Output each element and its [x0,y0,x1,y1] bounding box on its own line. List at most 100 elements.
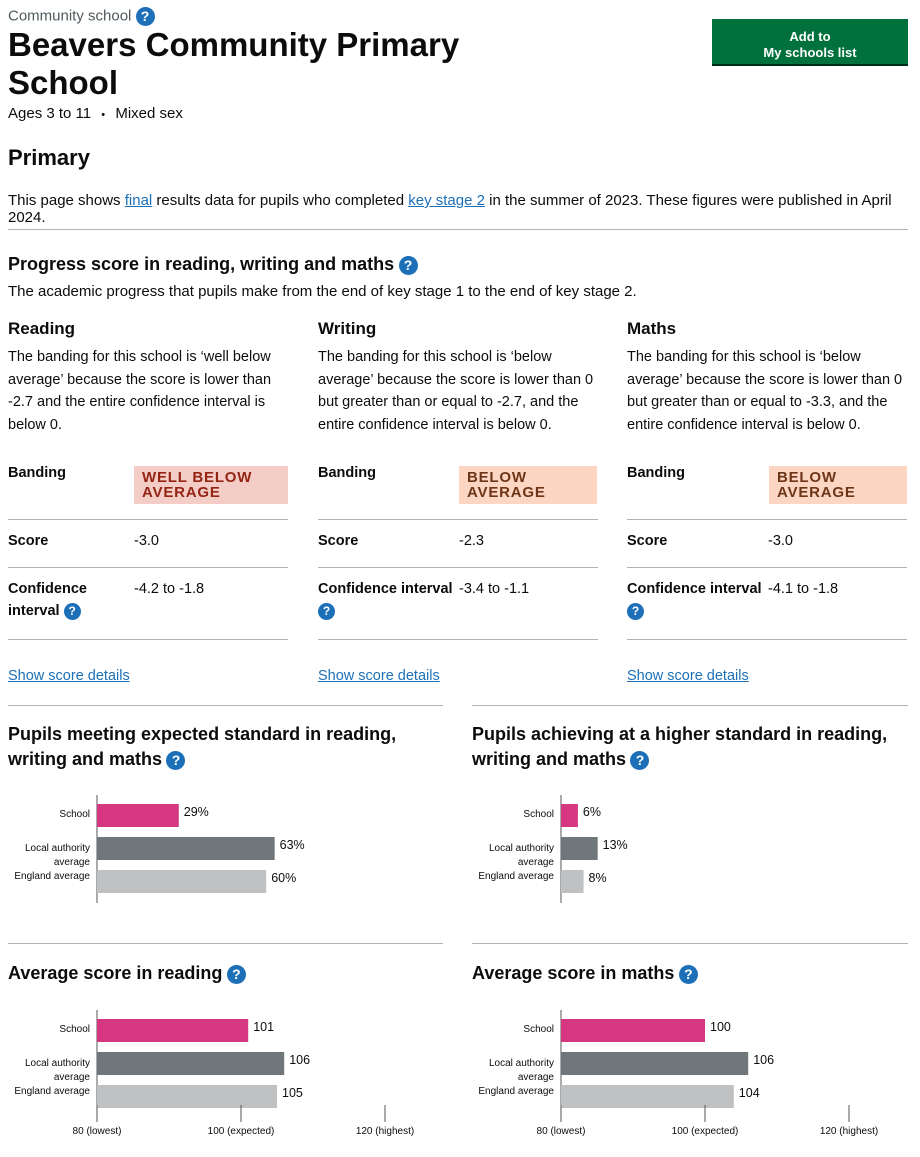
add-button-line2: My schools list [763,44,857,60]
subject-column-writing: Writing The banding for this school is ‘… [318,318,599,684]
row-divider [318,567,598,568]
pupil-sex: Mixed sex [115,105,183,122]
confidence-value: -3.4 to -1.1 [459,581,530,597]
score-label: Score [627,533,668,549]
final-link[interactable]: final [124,192,153,209]
bar-school [97,804,179,827]
intro-text: This page shows final results data for p… [8,192,913,226]
subject-column-maths: Maths The banding for this school is ‘be… [627,318,908,684]
data-label: 101 [253,1020,274,1034]
show-score-details-link[interactable]: Show score details [318,668,440,684]
progress-description: The academic progress that pupils make f… [8,283,637,300]
bar-england [561,1085,734,1108]
category-label: average [54,1072,91,1083]
bar-local-authority [561,1052,749,1075]
question-mark-icon[interactable]: ? [166,751,186,771]
question-mark-icon[interactable]: ? [318,602,335,620]
row-divider [627,567,907,568]
score-label: Score [318,533,359,549]
question-mark-icon[interactable]: ? [627,602,644,620]
add-button-line1: Add to [789,28,831,44]
category-label: School [59,809,90,820]
bar-england [97,1085,277,1108]
banding-explanation: The banding for this school is ‘well bel… [8,349,272,433]
confidence-label: Confidence interval? [318,578,453,622]
category-label: School [523,809,554,820]
divider [8,943,443,944]
question-mark-icon[interactable]: ? [398,256,418,276]
question-mark-icon[interactable]: ? [678,965,698,985]
bar-local-authority [561,837,598,860]
reading-score-heading: Average score in reading ? [8,961,246,986]
category-label: Local authority [25,1058,90,1069]
category-label: average [518,857,555,868]
bar-england [97,870,267,893]
expected-standard-heading: Pupils meeting expected standard in read… [8,722,438,772]
confidence-value: -4.1 to -1.8 [768,581,839,597]
higher-standard-heading: Pupils achieving at a higher standard in… [472,722,892,772]
question-mark-icon[interactable]: ? [63,602,81,620]
category-label: England average [14,1086,90,1097]
category-label: average [54,857,91,868]
row-divider [627,639,907,640]
divider [8,705,443,706]
confidence-label: Confidence interval? [627,578,762,622]
category-label: School [523,1024,554,1035]
data-label: 105 [282,1086,303,1100]
data-label: 63% [280,838,305,852]
chart-title: Average score in reading [8,963,223,983]
chart-title: Pupils achieving at a higher standard in… [472,724,888,769]
row-divider [318,639,598,640]
bar-local-authority [97,837,275,860]
banding-label: Banding [318,465,376,481]
confidence-label-line1: Confidence [8,581,87,597]
score-value: -2.3 [459,533,484,549]
confidence-label-line2: interval [8,603,60,619]
question-mark-icon[interactable]: ? [135,7,155,26]
bar-school [561,804,578,827]
x-tick-label: 80 (lowest) [537,1126,586,1137]
x-tick-label: 120 (highest) [356,1126,414,1137]
score-value: -3.0 [768,533,793,549]
reading-score-chart: 101 School 106 Local authority average 105 Eng… [14,1010,414,1137]
bar-school [561,1019,705,1042]
x-tick-label: 100 (expected) [208,1126,275,1137]
expected-standard-chart: 29% School 63% Local authority average 60% Eng… [14,795,305,903]
banding-explanation: The banding for this school is ‘below av… [627,349,903,433]
school-type-label: Community school [8,7,132,25]
banding-label: Banding [627,465,685,481]
key-stage-2-link[interactable]: key stage 2 [408,192,485,209]
subject-heading: Reading [8,319,76,338]
bar-england [561,870,584,893]
row-divider [318,519,598,520]
data-label: 6% [583,805,601,819]
banding-tag: WELL BELOW AVERAGE [134,466,288,504]
score-value: -3.0 [134,533,159,549]
school-type: Community school ? [8,7,155,26]
school-name: Beavers Community Primary School [8,26,460,101]
show-score-details-link[interactable]: Show score details [627,668,749,684]
intro-part2: results data for pupils who completed [152,192,409,209]
category-label: England average [478,871,554,882]
row-divider [8,639,288,640]
data-label: 29% [184,805,209,819]
subject-heading: Writing [318,319,377,338]
show-score-details-link[interactable]: Show score details [8,668,130,684]
category-label: England average [478,1086,554,1097]
bar-local-authority [97,1052,285,1075]
chart-title: Average score in maths [472,963,675,983]
confidence-label: Confidence interval ? [8,578,87,622]
x-tick-label: 80 (lowest) [73,1126,122,1137]
question-mark-icon[interactable]: ? [630,751,650,771]
data-label: 100 [710,1020,731,1034]
row-divider [8,567,288,568]
data-label: 13% [603,838,628,852]
progress-heading: Progress score in reading, writing and m… [8,252,418,277]
confidence-label-text: Confidence interval [627,581,762,597]
data-label: 104 [739,1086,760,1100]
category-label: Local authority [489,1058,554,1069]
category-label: Local authority [489,843,554,854]
add-to-my-schools-button[interactable]: Add to My schools list [712,19,908,64]
question-mark-icon[interactable]: ? [226,965,246,985]
intro-part1: This page shows [8,192,125,209]
